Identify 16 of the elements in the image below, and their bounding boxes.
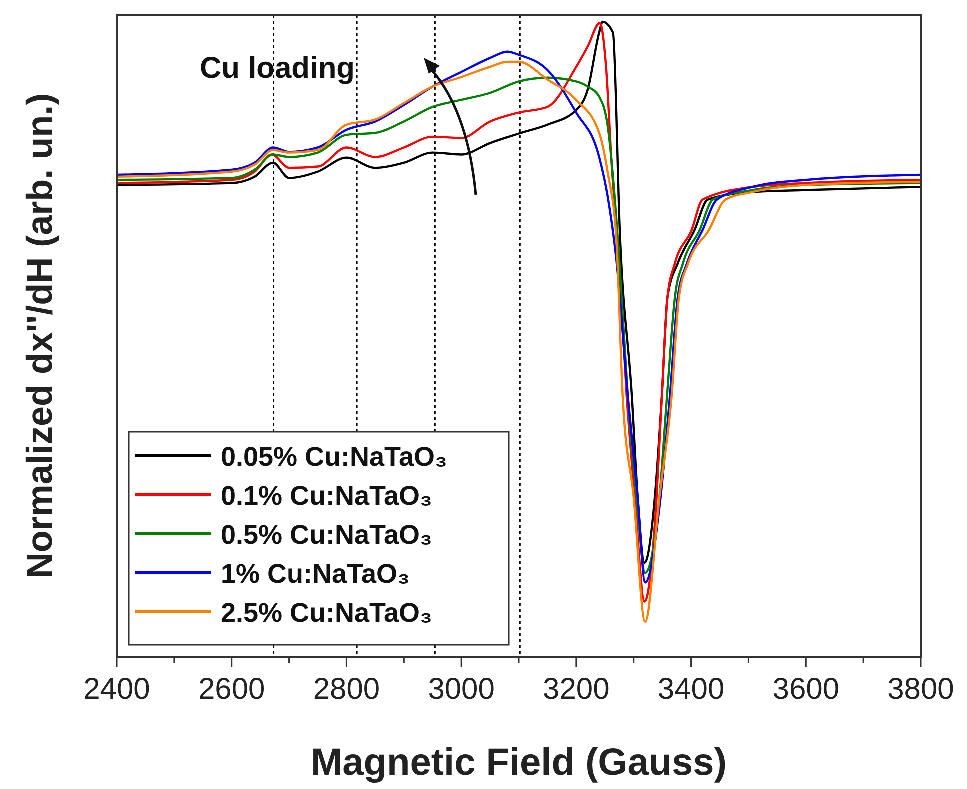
legend-label: 0.1% Cu:NaTaO₃: [221, 481, 433, 511]
x-tick-label: 3600: [772, 673, 840, 706]
x-tick-label: 3000: [428, 673, 495, 706]
x-tick-label: 2800: [313, 673, 380, 706]
x-tick-label: 2400: [84, 673, 150, 706]
x-tick-label: 2600: [198, 673, 266, 706]
x-tick-label: 3400: [658, 673, 725, 706]
x-tick-label: 3200: [543, 673, 610, 706]
legend-label: 2.5% Cu:NaTaO₃: [221, 598, 433, 628]
legend-label: 0.05% Cu:NaTaO₃: [221, 442, 448, 472]
legend-label: 1% Cu:NaTaO₃: [221, 559, 410, 589]
annotation: Cu loading: [200, 52, 355, 85]
x-axis-title: Magnetic Field (Gauss): [311, 742, 727, 784]
legend-label: 0.5% Cu:NaTaO₃: [221, 520, 433, 550]
y-axis-title: Normalized dx''/dH (arb. un.): [19, 93, 60, 579]
x-tick-label: 3800: [888, 673, 954, 706]
